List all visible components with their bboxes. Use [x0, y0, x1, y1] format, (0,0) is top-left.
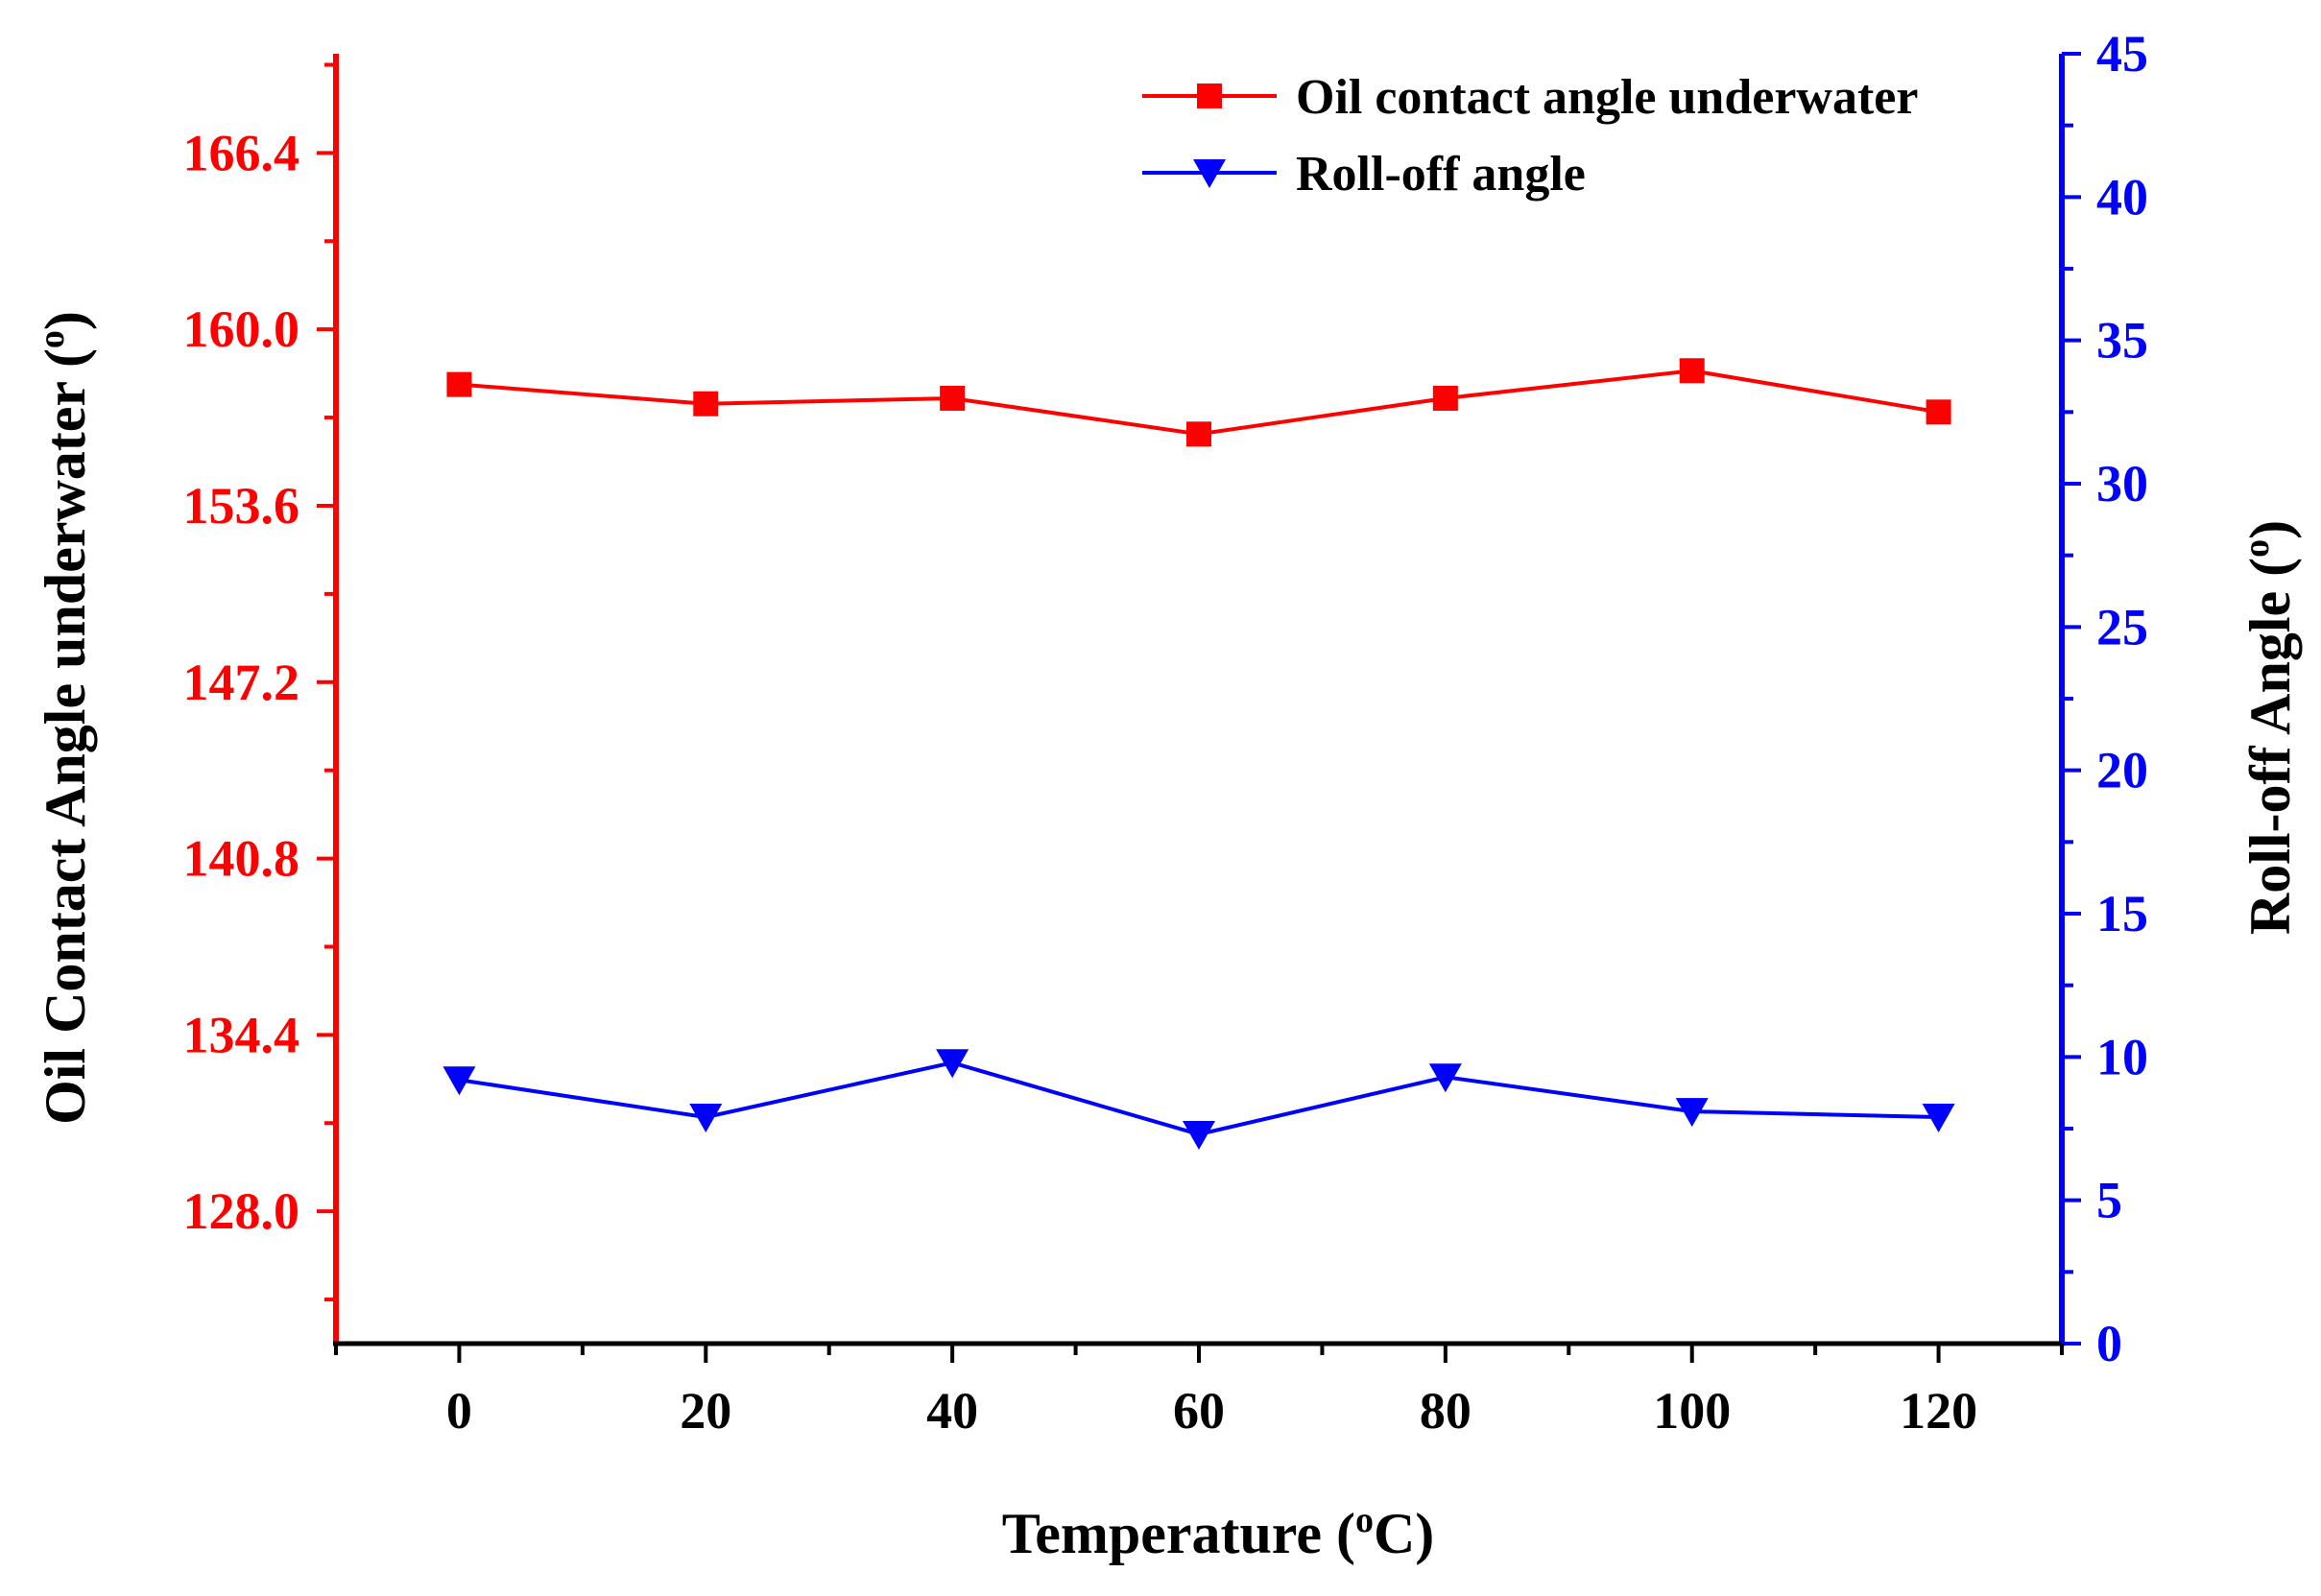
series-layer	[443, 358, 1955, 1150]
right-tick-label: 5	[2096, 1172, 2122, 1229]
x-tick-label: 0	[446, 1382, 472, 1440]
legend-marker	[1193, 159, 1226, 188]
x-tick-label: 20	[680, 1382, 731, 1440]
left-tick-label: 128.0	[183, 1182, 300, 1240]
x-tick-label: 80	[1420, 1382, 1472, 1440]
data-point	[1926, 399, 1951, 425]
right-tick-label: 25	[2096, 598, 2148, 655]
right-tick-label: 20	[2096, 742, 2148, 799]
data-point	[693, 391, 719, 417]
legend-item: Roll-off angle	[1142, 147, 1586, 202]
roll-off-angle-series	[443, 1049, 1955, 1150]
data-point	[936, 1049, 969, 1079]
legend-marker	[1197, 83, 1222, 108]
right-tick-label: 15	[2096, 885, 2148, 942]
legend-label: Roll-off angle	[1296, 147, 1586, 202]
left-tick-label: 147.2	[183, 654, 300, 711]
left-tick-label: 166.4	[183, 124, 300, 181]
data-point	[446, 371, 472, 397]
data-point	[1432, 385, 1458, 411]
left-tick-label: 160.0	[183, 300, 300, 358]
x-tick-label: 120	[1900, 1382, 1977, 1440]
data-point	[443, 1066, 476, 1096]
data-point	[1922, 1104, 1955, 1133]
right-tick-label: 40	[2096, 168, 2148, 226]
x-tick-label: 100	[1653, 1382, 1731, 1440]
left-tick-label: 140.8	[183, 830, 300, 888]
right-y-axis-label: Roll-off Angle (o)	[2237, 520, 2302, 935]
x-tick-label: 60	[1173, 1382, 1225, 1440]
left-tick-label: 153.6	[183, 477, 300, 535]
left-y-axis-label: Oil Contact Angle underwater (o)	[32, 311, 97, 1125]
left-tick-label: 134.4	[183, 1006, 300, 1063]
right-tick-label: 0	[2096, 1315, 2122, 1372]
right-tick-label: 35	[2096, 312, 2148, 369]
data-point	[1679, 358, 1705, 384]
data-point	[940, 385, 966, 411]
right-tick-label: 30	[2096, 455, 2148, 512]
data-point	[1186, 421, 1211, 447]
right-tick-label: 10	[2096, 1028, 2148, 1085]
data-point	[1183, 1120, 1215, 1150]
data-point	[1428, 1063, 1462, 1093]
axes: 128.0 134.4 140.8 147.2 153.6 160.0 166.4 0 5 10 1…	[183, 25, 2149, 1440]
legend-label: Oil contact angle underwater	[1296, 70, 1918, 125]
oil-contact-angle-series	[446, 358, 1951, 447]
data-point	[1675, 1098, 1709, 1128]
x-axis-label: Temperature (oC)	[1002, 1500, 1435, 1565]
legend: Oil contact angle underwater Roll-off ang…	[1142, 70, 1918, 202]
right-tick-label: 45	[2096, 25, 2148, 83]
legend-item: Oil contact angle underwater	[1142, 70, 1918, 125]
data-point	[689, 1104, 723, 1133]
x-tick-label: 40	[926, 1382, 978, 1440]
